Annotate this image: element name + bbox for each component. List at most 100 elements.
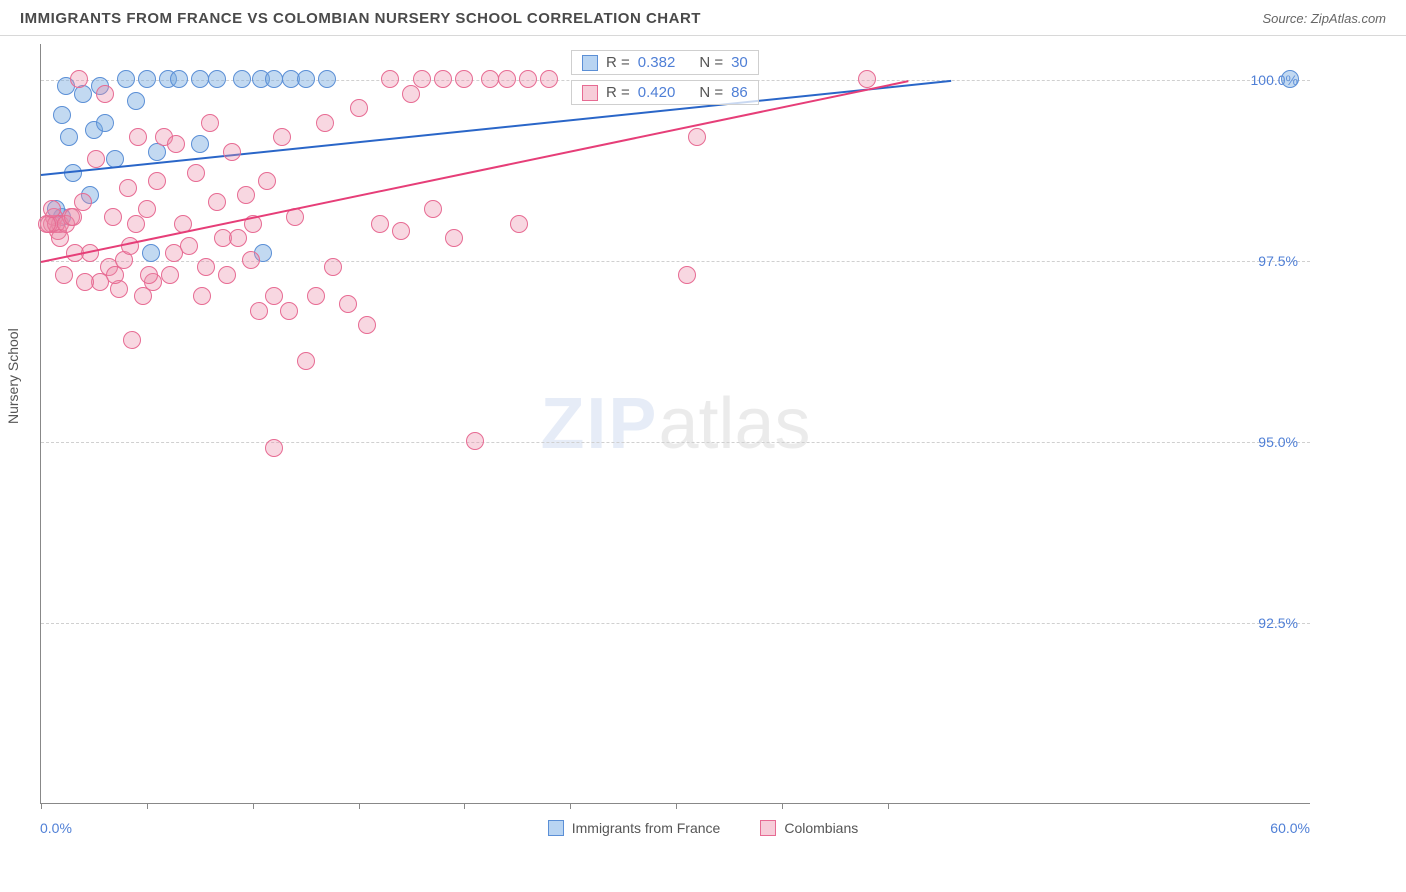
scatter-point <box>339 295 357 313</box>
scatter-point <box>187 164 205 182</box>
source-attribution: Source: ZipAtlas.com <box>1262 11 1386 26</box>
scatter-point <box>242 251 260 269</box>
scatter-point <box>142 244 160 262</box>
scatter-point <box>358 316 376 334</box>
scatter-point <box>265 70 283 88</box>
scatter-point <box>64 208 82 226</box>
scatter-point <box>250 302 268 320</box>
scatter-point <box>208 193 226 211</box>
scatter-point <box>70 70 88 88</box>
scatter-point <box>55 266 73 284</box>
y-tick-label: 92.5% <box>1258 615 1298 631</box>
bottom-legend: Immigrants from France Colombians <box>0 820 1406 836</box>
y-tick-label: 95.0% <box>1258 434 1298 450</box>
scatter-point <box>104 208 122 226</box>
scatter-point <box>297 352 315 370</box>
legend-swatch <box>582 55 598 71</box>
scatter-point <box>273 128 291 146</box>
scatter-point <box>510 215 528 233</box>
legend-label: Colombians <box>784 820 858 836</box>
r-label: R = <box>606 84 630 101</box>
gridline <box>41 261 1310 262</box>
scatter-point <box>434 70 452 88</box>
scatter-point <box>53 106 71 124</box>
scatter-point <box>678 266 696 284</box>
scatter-point <box>117 70 135 88</box>
scatter-point <box>76 273 94 291</box>
chart-area: Nursery School ZIPatlas 100.0%97.5%95.0%… <box>0 36 1406 836</box>
scatter-point <box>43 200 61 218</box>
scatter-point <box>96 114 114 132</box>
scatter-point <box>170 70 188 88</box>
gridline <box>41 442 1310 443</box>
x-tick <box>888 803 889 809</box>
scatter-point <box>223 143 241 161</box>
scatter-point <box>466 432 484 450</box>
scatter-point <box>127 215 145 233</box>
scatter-point <box>258 172 276 190</box>
scatter-point <box>165 244 183 262</box>
scatter-point <box>297 70 315 88</box>
x-tick <box>464 803 465 809</box>
scatter-point <box>481 70 499 88</box>
scatter-point <box>392 222 410 240</box>
trend-line <box>41 80 909 263</box>
scatter-point <box>455 70 473 88</box>
scatter-point <box>237 186 255 204</box>
legend-label: Immigrants from France <box>572 820 721 836</box>
scatter-point <box>191 70 209 88</box>
stats-box: R = 0.420 N = 86 <box>571 80 759 105</box>
scatter-point <box>233 70 251 88</box>
scatter-point <box>540 70 558 88</box>
scatter-point <box>381 70 399 88</box>
scatter-point <box>688 128 706 146</box>
scatter-point <box>106 266 124 284</box>
scatter-point <box>167 135 185 153</box>
stats-box: R =0.382N =30 <box>571 50 759 75</box>
scatter-point <box>201 114 219 132</box>
n-label: N = <box>699 84 723 101</box>
y-tick-label: 97.5% <box>1258 253 1298 269</box>
gridline <box>41 623 1310 624</box>
watermark: ZIPatlas <box>540 383 810 465</box>
scatter-point <box>1281 70 1299 88</box>
x-tick <box>676 803 677 809</box>
scatter-point <box>129 128 147 146</box>
legend-item: Colombians <box>760 820 858 836</box>
n-value: 30 <box>731 54 748 71</box>
scatter-point <box>498 70 516 88</box>
r-value: 0.382 <box>638 54 676 71</box>
watermark-atlas: atlas <box>658 384 810 464</box>
scatter-point <box>413 70 431 88</box>
scatter-point <box>316 114 334 132</box>
scatter-point <box>519 70 537 88</box>
scatter-point <box>218 266 236 284</box>
scatter-point <box>138 70 156 88</box>
scatter-point <box>445 229 463 247</box>
scatter-point <box>307 287 325 305</box>
x-tick <box>147 803 148 809</box>
trend-line <box>41 80 951 176</box>
scatter-point <box>265 439 283 457</box>
scatter-point <box>858 70 876 88</box>
y-axis-label: Nursery School <box>5 328 21 424</box>
scatter-point <box>60 128 78 146</box>
scatter-point <box>350 99 368 117</box>
r-value: 0.420 <box>638 84 676 101</box>
n-value: 86 <box>731 84 748 101</box>
chart-title: IMMIGRANTS FROM FRANCE VS COLOMBIAN NURS… <box>20 10 701 27</box>
scatter-point <box>265 287 283 305</box>
scatter-point <box>96 85 114 103</box>
scatter-point <box>208 70 226 88</box>
x-tick <box>253 803 254 809</box>
r-label: R = <box>606 54 630 71</box>
scatter-point <box>324 258 342 276</box>
scatter-point <box>371 215 389 233</box>
x-tick <box>570 803 571 809</box>
header: IMMIGRANTS FROM FRANCE VS COLOMBIAN NURS… <box>0 0 1406 36</box>
legend-swatch <box>548 820 564 836</box>
scatter-point <box>119 179 137 197</box>
scatter-point <box>140 266 158 284</box>
plot-region: ZIPatlas 100.0%97.5%95.0%92.5%R =0.382N … <box>40 44 1310 804</box>
scatter-point <box>148 172 166 190</box>
